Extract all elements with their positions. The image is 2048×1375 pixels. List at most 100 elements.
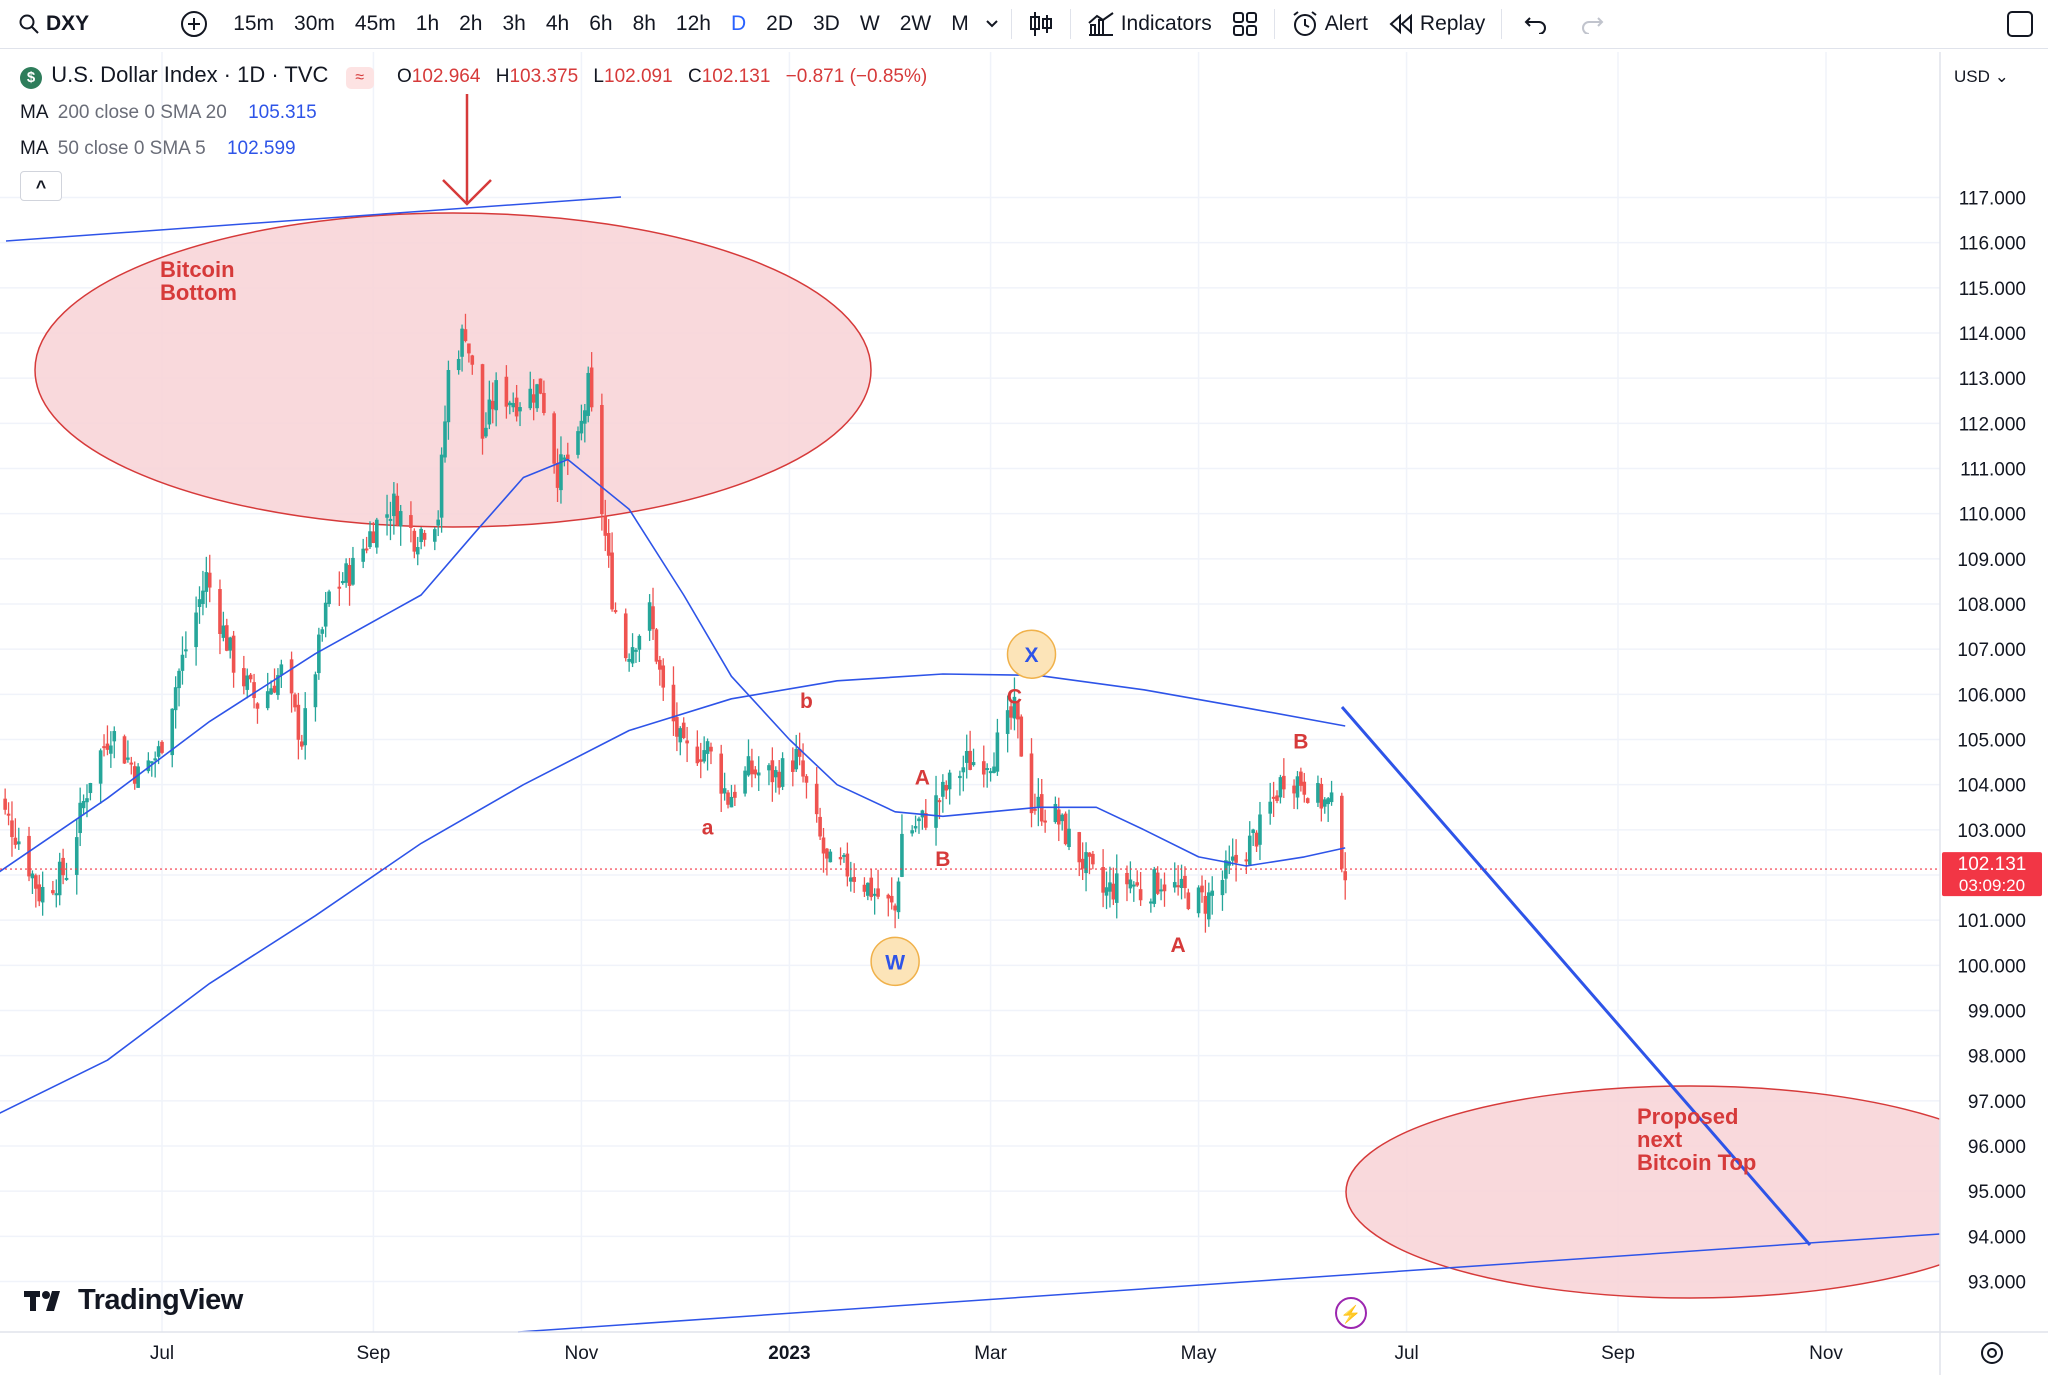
interval-12h[interactable]: 12h [675,12,711,35]
candle-body [109,745,113,754]
candle-body [37,884,42,902]
last-price-tag [1942,852,2042,897]
interval-2h[interactable]: 2h [459,12,483,35]
candle-body [484,427,488,437]
candle-body [323,602,328,627]
time-tick: Sep [357,1343,391,1364]
candle-body [173,687,178,711]
interval-m[interactable]: M [951,12,969,35]
templates-button[interactable] [1222,0,1268,48]
candle-body [1138,889,1143,901]
chart-area[interactable]: Bitcoin Bottom Proposed next Bitcoin Top a b A B… [0,52,2048,1375]
alert-button[interactable]: Alert [1281,0,1378,48]
interval-6h[interactable]: 6h [589,12,613,35]
candle-body [160,741,164,753]
candle-body [415,547,420,555]
candle-body [1186,892,1191,910]
ma50-legend[interactable]: MA 50 close 0 SMA 5 102.599 [20,138,300,160]
candle-body [313,674,318,708]
candle-body [842,854,846,857]
candle-body [651,606,655,630]
candle-body [201,590,205,604]
lower-trendline[interactable] [517,1233,1941,1333]
candle-body [583,410,587,424]
candle-body [1125,872,1129,885]
interval-3d[interactable]: 3D [813,12,840,35]
replay-button[interactable]: Replay [1378,0,1495,48]
price-scale[interactable] [1940,52,2048,1375]
fullscreen-button[interactable] [1996,0,2048,48]
wave-indicator-icon[interactable]: ≈ [345,67,374,89]
candle-body [1087,852,1092,857]
symbol-title: U.S. Dollar Index · 1D · TVC [51,62,329,87]
candle-body [872,893,877,896]
candle-body [610,552,614,610]
open-value: 102.964 [411,66,481,87]
candle-body [794,748,799,770]
candle-body [320,629,325,634]
interval-4h[interactable]: 4h [545,12,570,35]
candle-body [419,528,423,543]
projection-line[interactable] [1340,706,1812,1246]
candle-body [347,565,352,586]
tradingview-logo[interactable]: TradingView [24,1284,243,1317]
event-marker[interactable] [1335,1297,1367,1329]
interval-8h[interactable]: 8h [632,12,656,35]
candle-body [1326,798,1330,805]
interval-2d[interactable]: 2D [766,12,793,35]
candle-body [893,905,897,911]
candle-body [678,728,683,743]
undo-button[interactable] [1508,0,1564,48]
redo-button[interactable] [1564,0,1620,48]
legend-collapse-button[interactable]: ^ [20,171,62,201]
ma200-legend[interactable]: MA 200 close 0 SMA 20 105.315 [20,102,321,124]
candle-body [698,759,703,762]
interval-3h[interactable]: 3h [502,12,526,35]
candle-body [750,760,754,775]
ma-50-line[interactable] [0,458,1346,880]
candle-body [1251,829,1255,833]
symbol-label: DXY [46,12,90,35]
upper-trendline[interactable] [5,196,622,242]
rewind-icon [1389,13,1412,35]
alert-label: Alert [1324,12,1368,35]
candle-body [579,420,584,434]
candle-body [576,431,580,455]
interval-dropdown[interactable] [979,0,1005,48]
settings-gear-icon[interactable] [1981,1342,2003,1364]
chart-type-button[interactable] [1018,0,1064,48]
interval-d[interactable]: D [730,12,747,35]
candle-body [112,731,117,742]
compare-button[interactable] [99,0,219,48]
price-tick: 110.000 [1959,505,2026,526]
interval-2w[interactable]: 2W [899,12,932,35]
currency-selector[interactable]: USD ⌄ [1954,67,2009,86]
candle-body [364,548,369,551]
ma-200-line[interactable] [0,673,1346,1119]
candle-body [467,343,471,354]
price-tick: 97.000 [1968,1092,2026,1113]
candle-body [511,403,516,408]
open-label: O [396,66,412,87]
interval-30m[interactable]: 30m [294,12,335,35]
interval-45m[interactable]: 45m [354,12,396,35]
candle-body [207,572,212,588]
symbol-search[interactable]: DXY [0,0,99,48]
interval-w[interactable]: W [859,12,880,35]
price-tick: 107.000 [1957,640,2026,661]
candle-body [825,848,829,859]
candle-body [446,370,451,423]
candle-body [1179,878,1184,888]
redo-icon [1582,17,1604,34]
price-tick: 103.000 [1957,821,2026,842]
candle-body [1299,771,1303,786]
indicators-button[interactable]: Indicators [1077,0,1222,48]
interval-1h[interactable]: 1h [415,12,440,35]
candle-body [705,741,710,754]
search-icon [19,14,39,34]
candle-body [221,625,226,638]
interval-15m[interactable]: 15m [233,12,275,35]
candle-body [1220,880,1225,896]
candle-body [947,772,952,790]
